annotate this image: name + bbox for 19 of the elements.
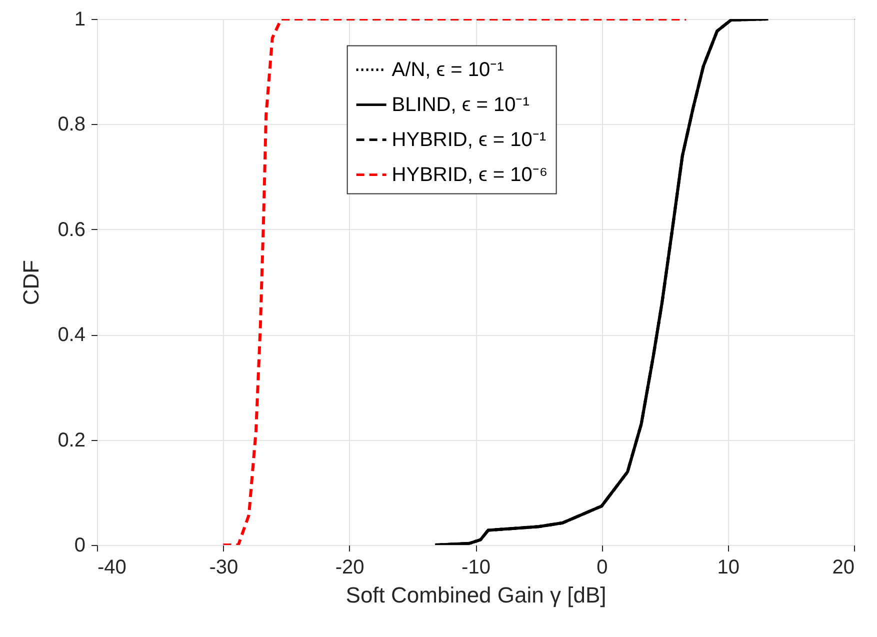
x-tick-label: 20 xyxy=(832,556,854,578)
y-tick-label: 1 xyxy=(74,8,86,30)
y-tick-label: 0.8 xyxy=(58,114,86,136)
x-tick-label: -30 xyxy=(209,556,238,578)
y-axis-title: CDF xyxy=(18,260,44,306)
legend-label: A/N, ϵ = 10⁻¹ xyxy=(392,58,504,81)
x-tick-label: -10 xyxy=(462,556,490,578)
x-tick-label: -20 xyxy=(335,556,364,578)
y-tick-label: 0 xyxy=(74,534,86,556)
y-tick-label: 0.2 xyxy=(58,429,86,452)
y-tick-label: 0.4 xyxy=(58,324,86,346)
legend-label: HYBRID, ϵ = 10⁻⁶ xyxy=(392,164,548,186)
legend-label: BLIND, ϵ = 10⁻¹ xyxy=(392,94,530,116)
legend-label: HYBRID, ϵ = 10⁻¹ xyxy=(392,128,546,151)
x-axis-title: Soft Combined Gain γ [dB] xyxy=(346,582,606,608)
y-tick-label: 0.6 xyxy=(58,218,86,241)
x-tick-label: 10 xyxy=(717,556,740,578)
x-tick-label: 0 xyxy=(596,556,608,578)
x-tick-label: -40 xyxy=(98,556,126,578)
